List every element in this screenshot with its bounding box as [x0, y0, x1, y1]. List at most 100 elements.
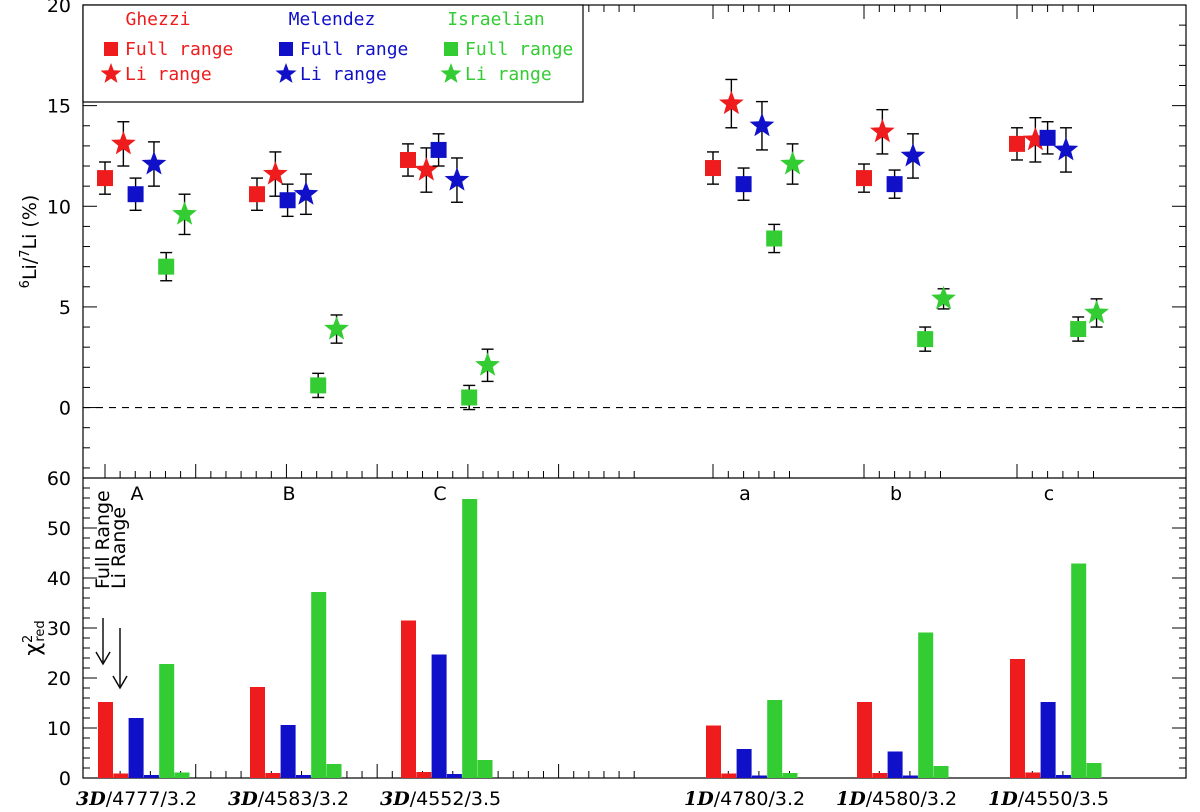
annotation-li-range: Li Range — [108, 507, 130, 589]
top-y-tick-label: 15 — [47, 96, 71, 118]
chi-bar — [326, 764, 342, 778]
chi-bar — [721, 773, 737, 778]
legend-full-range-label: Full range — [300, 39, 408, 60]
data-point-star — [172, 201, 197, 225]
legend-star-israelian — [440, 63, 462, 83]
data-point-star — [444, 167, 470, 191]
top-y-tick-label: 20 — [47, 0, 71, 17]
chi-bar — [159, 664, 175, 778]
bottom-y-tick-label: 50 — [47, 518, 71, 540]
data-point-star — [870, 118, 895, 143]
chi-bar — [477, 760, 493, 778]
group-letter-c: c — [1044, 483, 1054, 505]
category-params: /4583/3.2 — [258, 788, 349, 810]
chi-bar — [143, 775, 159, 778]
data-point-star — [749, 112, 775, 137]
category-params: /4550/3.5 — [1018, 788, 1109, 810]
chi-bar — [250, 687, 265, 778]
bottom-y-tick-label: 10 — [47, 718, 71, 740]
data-point-square — [766, 230, 783, 247]
chi-bar — [416, 772, 432, 778]
legend-square-melendez — [279, 42, 293, 56]
category-model: 1D — [988, 788, 1018, 810]
chi-bar — [782, 773, 798, 778]
data-point-star — [900, 143, 926, 167]
legend-li-range-label: Li range — [125, 64, 212, 85]
data-point-star — [414, 157, 439, 181]
top-y-tick-label: 0 — [59, 398, 71, 420]
chi-bar — [857, 702, 872, 778]
chi-bar — [736, 749, 752, 778]
category-params: /4552/3.5 — [410, 788, 501, 810]
chi-bar — [446, 774, 462, 778]
bottom-y-tick-label: 20 — [47, 668, 71, 690]
data-point-square — [249, 186, 265, 203]
chi-bar — [1055, 775, 1071, 778]
top-y-tick-label: 10 — [47, 196, 71, 218]
chi-label-part: 2 — [21, 635, 36, 643]
y-label-superscript: 7 — [18, 249, 33, 257]
chi-label-part: red — [33, 620, 48, 641]
data-point-star — [1053, 136, 1079, 161]
legend-star-ghezzi — [100, 63, 122, 83]
legend-title-ghezzi: Ghezzi — [125, 9, 190, 30]
chi-bar — [1025, 772, 1041, 778]
data-point-star — [111, 130, 136, 155]
arrow-li-head — [112, 675, 128, 690]
data-point-square — [705, 160, 721, 177]
category-label: 3D/4583/3.2 — [228, 788, 349, 810]
y-label-superscript: 6 — [18, 280, 33, 288]
data-point-square — [279, 192, 296, 209]
chi-bar — [280, 725, 296, 778]
chi-bar — [431, 654, 447, 778]
chi-bar — [933, 766, 949, 778]
chi-bar — [706, 725, 721, 778]
bottom-y-tick-label: 40 — [47, 568, 71, 590]
chi-bar — [128, 718, 144, 778]
annotation-full-range: Full Range — [92, 490, 114, 589]
legend-li-range-label: Li range — [465, 64, 552, 85]
chi-bar — [1086, 763, 1102, 778]
chi-bar — [872, 773, 888, 778]
chi-bar — [887, 751, 903, 778]
data-point-star — [719, 90, 744, 115]
data-point-square — [735, 176, 752, 193]
bottom-y-axis-label: χ2red — [21, 620, 48, 655]
group-letter-C: C — [433, 483, 446, 505]
group-letter-a: a — [739, 483, 751, 505]
data-point-star — [1084, 300, 1109, 324]
category-label: 1D/4580/3.2 — [836, 788, 957, 810]
chi-bar — [401, 620, 416, 778]
data-point-star — [141, 151, 167, 175]
data-point-square — [97, 170, 113, 187]
chi-bar — [311, 592, 327, 778]
legend-star-melendez — [275, 63, 297, 83]
chi-bar — [113, 773, 129, 778]
chi-bar — [918, 632, 934, 778]
legend-box — [82, 4, 584, 103]
category-label: 1D/4780/3.2 — [684, 788, 805, 810]
chi-bar — [751, 775, 767, 778]
category-model: 3D — [76, 788, 106, 810]
legend-square-ghezzi — [104, 42, 118, 56]
chi-bar — [1071, 563, 1087, 778]
y-label-text: Li/ — [19, 257, 41, 280]
data-point-star — [293, 181, 319, 205]
arrow-full-head — [95, 651, 111, 666]
bottom-y-tick-label: 60 — [47, 468, 71, 490]
legend-li-range-label: Li range — [300, 64, 387, 85]
legend-square-israelian — [444, 42, 458, 56]
data-point-square — [1039, 129, 1056, 146]
chi-bar — [98, 702, 113, 778]
category-model: 3D — [380, 788, 410, 810]
data-point-square — [158, 258, 175, 275]
chi-bar — [767, 700, 783, 778]
chi-label-part: χ — [21, 643, 46, 656]
chi-bar — [1010, 659, 1025, 778]
data-point-square — [1009, 135, 1025, 152]
legend-title-melendez: Melendez — [289, 9, 376, 30]
chi-bar — [462, 499, 478, 778]
data-point-star — [780, 151, 805, 175]
data-point-square — [1070, 321, 1087, 338]
